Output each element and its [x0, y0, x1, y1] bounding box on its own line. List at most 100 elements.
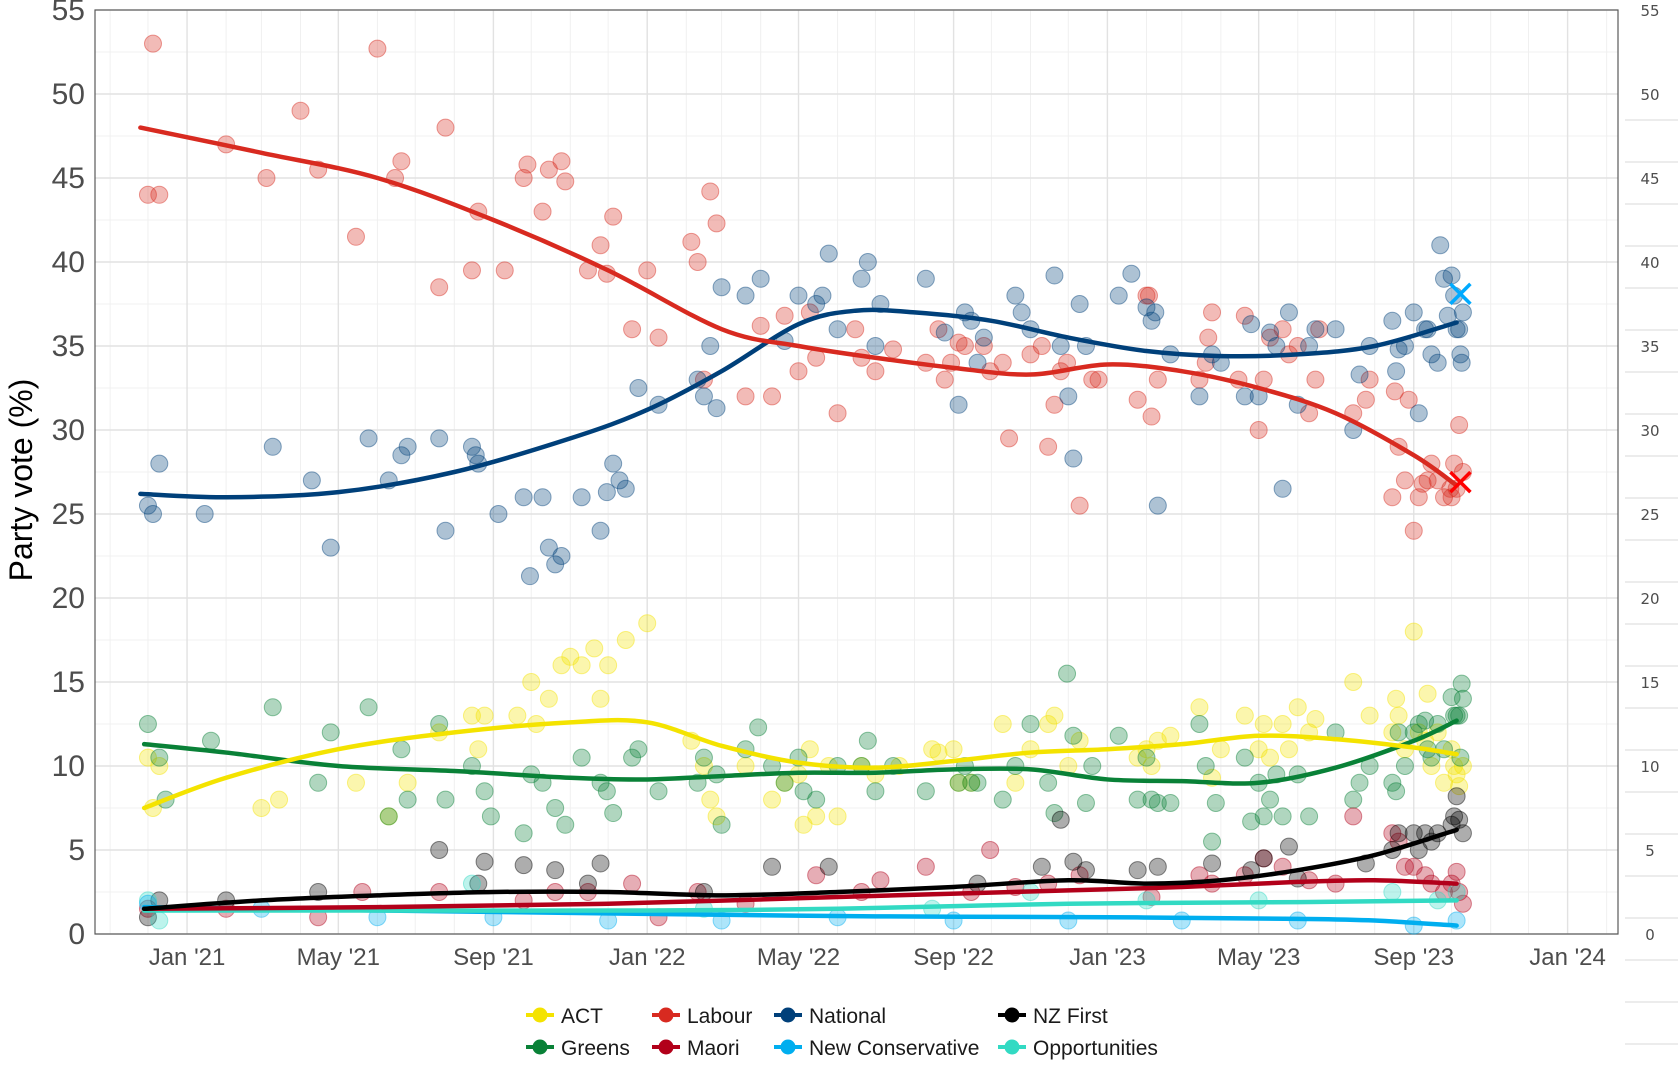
data-point-greens: [858, 731, 877, 750]
data-point-greens: [1235, 748, 1254, 767]
trend-line-act: [141, 717, 1459, 811]
data-point-national: [1350, 365, 1369, 384]
y-tick-label: 40: [52, 246, 85, 279]
data-point-greens: [475, 782, 494, 801]
data-point-act: [1279, 740, 1298, 759]
data-point-national: [949, 395, 968, 414]
x-tick-label: Sep '23: [1373, 944, 1454, 971]
legend-label: Opportunities: [1033, 1037, 1158, 1060]
data-point-maori: [1344, 807, 1363, 826]
data-point-greens: [1109, 726, 1128, 745]
data-point-greens: [359, 698, 378, 717]
data-point-act: [270, 790, 289, 809]
data-point-national: [852, 269, 871, 288]
data-point-greens: [1447, 706, 1466, 725]
data-point-labour: [1045, 395, 1064, 414]
data-point-greens: [263, 698, 282, 717]
data-point-labour: [430, 278, 449, 297]
data-point-greens: [649, 782, 668, 801]
data-point-greens: [1453, 689, 1472, 708]
data-point-national: [1442, 266, 1461, 285]
data-point-greens: [1064, 726, 1083, 745]
data-point-new-conservative: [1059, 911, 1078, 930]
data-point-greens: [398, 790, 417, 809]
data-point-nz-first: [1051, 810, 1070, 829]
data-point-act: [585, 639, 604, 658]
data-point-labour: [1032, 337, 1051, 355]
data-point-national: [359, 429, 378, 448]
data-point-labour: [1000, 429, 1019, 448]
data-point-national: [1146, 303, 1165, 322]
data-point-national: [1326, 320, 1345, 339]
data-point-national: [533, 488, 552, 507]
data-point-act: [591, 689, 610, 708]
data-point-national: [701, 337, 720, 355]
data-point-nz-first: [591, 854, 610, 873]
data-point-national: [858, 253, 877, 271]
legend-key-dot: [780, 1039, 796, 1055]
data-point-nz-first: [1445, 807, 1464, 826]
data-point-national: [321, 538, 340, 557]
legend-key-dot: [658, 1039, 674, 1055]
legend-label: New Conservative: [809, 1037, 979, 1060]
data-point-maori: [1326, 874, 1345, 893]
data-point-labour: [1385, 382, 1404, 401]
data-point-nz-first: [1148, 857, 1167, 876]
data-point-national: [436, 521, 455, 540]
data-point-national: [1109, 286, 1128, 305]
data-point-labour: [929, 320, 948, 339]
data-point-national: [789, 286, 808, 305]
data-point-labour: [604, 207, 623, 226]
data-point-act: [1435, 773, 1454, 792]
data-point-national: [552, 547, 571, 565]
data-point-greens: [1261, 790, 1280, 809]
data-point-greens: [694, 748, 713, 767]
data-point-national: [1409, 404, 1428, 423]
data-point-greens: [201, 731, 220, 750]
data-point-national: [916, 269, 935, 288]
data-point-act: [1039, 715, 1058, 733]
data-point-act: [736, 757, 755, 775]
data-point-national: [489, 505, 508, 523]
data-point-act: [1360, 706, 1379, 725]
data-point-act: [828, 807, 847, 826]
data-point-national: [1148, 496, 1167, 515]
plot-border: [94, 9, 1619, 935]
data-point-national: [1383, 311, 1402, 330]
data-point-maori: [1395, 857, 1414, 876]
data-point-labour: [1199, 328, 1218, 347]
trend-line-labour: [138, 125, 1459, 488]
y-tick-label-right: 20: [1640, 590, 1659, 608]
data-point-greens: [481, 807, 500, 826]
data-point-labour: [1383, 488, 1402, 507]
data-point-act: [150, 757, 169, 775]
data-point-act: [807, 807, 826, 826]
x-tick-label: Jan '21: [149, 944, 226, 971]
data-point-national: [572, 488, 591, 507]
data-point-act: [962, 773, 981, 792]
data-point-greens: [1203, 832, 1222, 851]
x-tick-label: Sep '22: [913, 944, 994, 971]
data-point-labour: [436, 118, 455, 137]
data-point-greens: [436, 790, 455, 809]
data-point-greens: [1383, 773, 1402, 792]
data-point-nz-first: [1279, 837, 1298, 856]
data-point-labour: [539, 160, 558, 179]
data-point-national: [430, 429, 449, 448]
data-point-labour: [514, 169, 533, 187]
data-point-labour: [1083, 370, 1102, 389]
data-point-greens: [866, 782, 885, 801]
data-point-labour: [775, 306, 794, 325]
data-point-maori: [916, 857, 935, 876]
data-point-act: [508, 706, 527, 725]
data-point-greens: [1416, 711, 1435, 730]
data-point-greens: [597, 782, 616, 801]
data-point-greens: [993, 790, 1012, 809]
data-point-national: [591, 521, 610, 540]
data-point-nz-first: [1450, 810, 1469, 829]
trend-line-maori: [141, 877, 1459, 912]
x-tick-label: May '22: [757, 944, 840, 971]
data-point-act: [1447, 765, 1466, 784]
data-point-maori: [1450, 883, 1469, 901]
